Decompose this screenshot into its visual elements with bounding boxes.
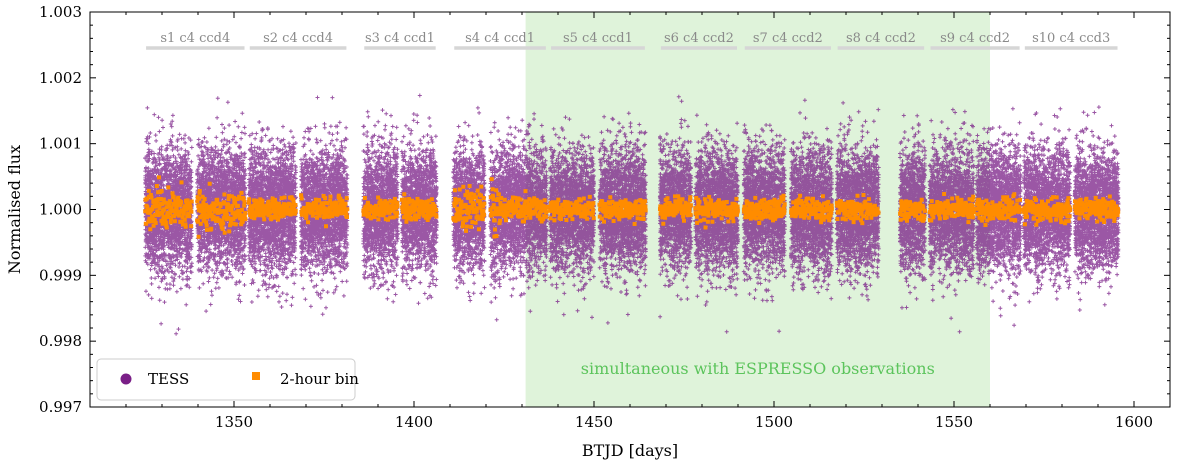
x-tick-label: 1550 xyxy=(935,413,973,431)
sector-label: s9 c4 ccd2 xyxy=(940,31,1010,46)
legend-bin-marker xyxy=(252,372,260,380)
y-tick-label: 1.000 xyxy=(39,201,82,219)
y-tick-label: 0.997 xyxy=(39,398,82,416)
legend-bin-label: 2-hour bin xyxy=(280,370,359,388)
sector-label: s4 c4 ccd1 xyxy=(465,31,535,46)
x-tick-label: 1600 xyxy=(1115,413,1153,431)
y-tick-label: 0.999 xyxy=(39,266,82,284)
legend-tess-label: TESS xyxy=(148,370,189,388)
sector-label: s1 c4 ccd4 xyxy=(160,31,230,46)
sector-label: s3 c4 ccd1 xyxy=(365,31,435,46)
x-tick-label: 1500 xyxy=(755,413,793,431)
sector-label: s2 c4 ccd4 xyxy=(263,31,333,46)
y-tick-label: 1.002 xyxy=(39,69,82,87)
legend: TESS 2-hour bin xyxy=(96,358,359,401)
highlight-label: simultaneous with ESPRESSO observations xyxy=(581,359,935,378)
bin-markers xyxy=(143,175,1121,239)
y-tick-label: 1.001 xyxy=(39,135,82,153)
sector-label: s6 c4 ccd2 xyxy=(664,31,734,46)
legend-tess-marker xyxy=(120,373,132,385)
x-tick-label: 1450 xyxy=(575,413,613,431)
sector-label: s10 c4 ccd3 xyxy=(1032,31,1110,46)
sector-label: s8 c4 ccd2 xyxy=(846,31,916,46)
x-tick-label: 1350 xyxy=(215,413,253,431)
y-tick-label: 1.003 xyxy=(39,3,82,21)
y-axis-label: Normalised flux xyxy=(5,145,24,274)
y-tick-label: 0.998 xyxy=(39,332,82,350)
axis-ticks: 1350 1400 1450 1500 1550 1600 0.997 0.998 0.999 1… xyxy=(39,3,1171,431)
x-tick-label: 1400 xyxy=(395,413,433,431)
sector-label: s7 c4 ccd2 xyxy=(753,31,823,46)
x-axis-label: BTJD [days] xyxy=(582,441,678,460)
bin-points xyxy=(143,175,1121,239)
sector-label: s5 c4 ccd1 xyxy=(563,31,633,46)
sector-bars: s1 c4 ccd4 s2 c4 ccd4 s3 c4 ccd1 s4 c4 ccd1… xyxy=(146,31,1118,50)
legend-box xyxy=(96,358,356,401)
